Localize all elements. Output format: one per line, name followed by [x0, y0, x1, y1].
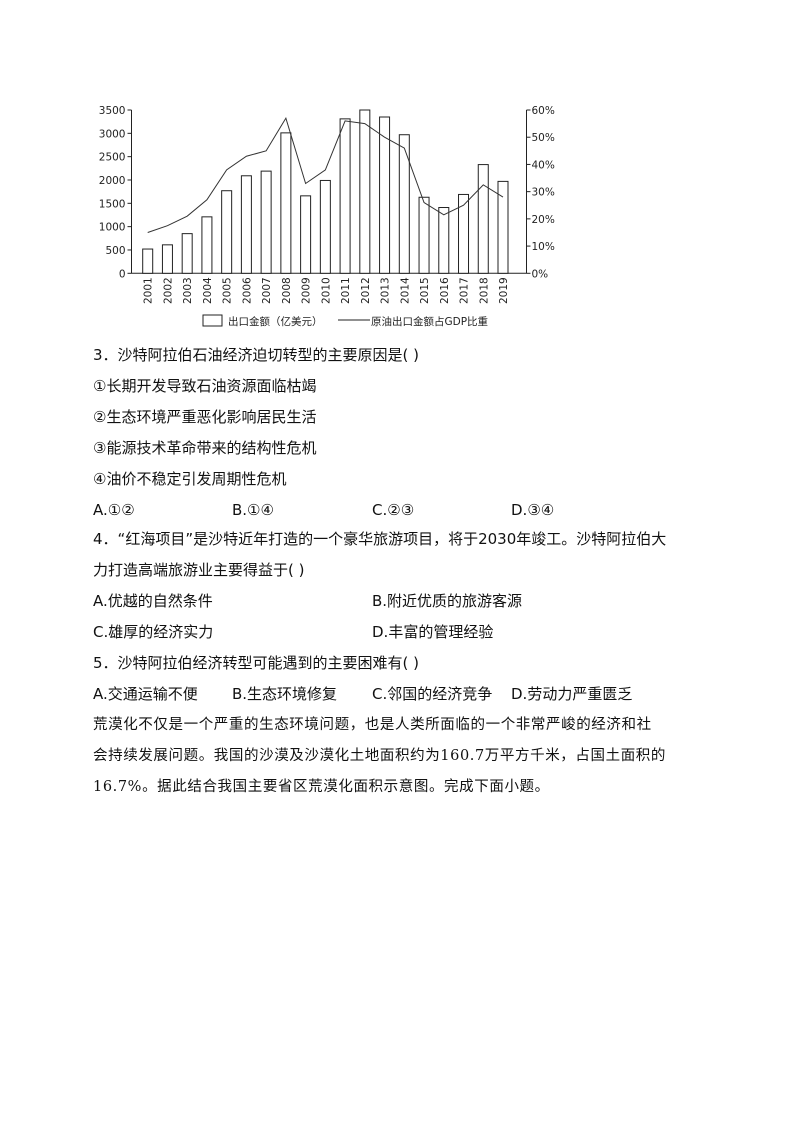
x-tick-label: 2008 — [281, 277, 293, 304]
x-tick-label: 2012 — [360, 277, 372, 304]
q3-option-d: D.③④ — [511, 501, 555, 519]
bar — [418, 196, 430, 274]
bar — [142, 248, 154, 274]
q3-statement-4: ④油价不稳定引发周期性危机 — [93, 470, 287, 488]
x-tick-label: 2018 — [478, 277, 490, 304]
right-tick-label: 40% — [532, 159, 555, 171]
x-tick-label: 2006 — [241, 277, 253, 304]
q4-stem-line2: 力打造高端旅游业主要得益于( ) — [93, 561, 305, 579]
passage-line-2: 会持续发展问题。我国的沙漠及沙漠化土地面积约为160.7万平方千米，占国土面积的 — [93, 748, 667, 764]
q4-option-d: D.丰富的管理经验 — [372, 623, 494, 641]
bar — [181, 233, 193, 274]
q4-option-b: B.附近优质的旅游客源 — [372, 592, 523, 610]
bar — [201, 216, 213, 274]
x-tick-label: 2004 — [202, 277, 214, 304]
left-tick-label: 1500 — [99, 198, 126, 210]
right-tick-label: 0% — [532, 268, 549, 280]
q3-statement-3: ③能源技术革命带来的结构性危机 — [93, 439, 317, 457]
x-tick-label: 2001 — [143, 277, 155, 304]
q4-option-c: C.雄厚的经济实力 — [93, 623, 214, 641]
q5-option-d: D.劳动力严重匮乏 — [511, 685, 633, 703]
x-tick-label: 2013 — [380, 277, 392, 304]
x-tick-label: 2016 — [439, 277, 451, 304]
x-tick-label: 2002 — [162, 277, 174, 304]
legend-bar-swatch — [202, 314, 223, 327]
bar — [398, 134, 410, 274]
left-tick-label: 1000 — [99, 222, 126, 234]
bar — [359, 109, 371, 274]
passage-line-3: 16.7%。据此结合我国主要省区荒漠化面积示意图。完成下面小题。 — [93, 779, 550, 795]
left-tick-label: 2500 — [99, 152, 126, 164]
q5-option-a: A.交通运输不便 — [93, 685, 198, 703]
bar — [379, 116, 391, 274]
x-tick-label: 2019 — [498, 277, 510, 304]
x-tick-label: 2005 — [222, 277, 234, 304]
q3-stem: 3．沙特阿拉伯石油经济迫切转型的主要原因是( ) — [93, 346, 420, 364]
legend-bar-label: 出口金额（亿美元） — [228, 315, 323, 328]
left-tick-label: 2000 — [99, 175, 126, 187]
x-tick-label: 2007 — [261, 277, 273, 304]
x-tick-label: 2015 — [419, 277, 431, 304]
left-tick-label: 3500 — [99, 105, 126, 117]
left-tick-label: 0 — [119, 268, 126, 280]
share-line — [147, 116, 504, 233]
bar — [280, 132, 292, 274]
x-tick-label: 2017 — [459, 277, 471, 304]
q3-statement-1: ①长期开发导致石油资源面临枯竭 — [93, 377, 317, 395]
q5-option-c: C.邻国的经济竞争 — [372, 685, 493, 703]
bar — [339, 118, 351, 274]
bar — [497, 180, 509, 274]
right-tick-label: 10% — [532, 241, 555, 253]
left-tick-label: 3000 — [99, 128, 126, 140]
bar — [477, 164, 489, 274]
q4-option-a: A.优越的自然条件 — [93, 592, 213, 610]
x-tick-label: 2014 — [399, 277, 411, 304]
legend-line-label: 原油出口金额占GDP比重 — [371, 315, 488, 328]
right-tick-label: 60% — [532, 105, 555, 117]
bar — [240, 175, 252, 274]
x-tick-label: 2010 — [320, 277, 332, 304]
bar — [221, 190, 233, 274]
q5-stem: 5．沙特阿拉伯经济转型可能遇到的主要困难有( ) — [93, 654, 420, 672]
bar — [260, 170, 272, 274]
q4-stem-line1: 4．“红海项目”是沙特近年打造的一个豪华旅游项目，将于2030年竣工。沙特阿拉伯… — [93, 530, 667, 548]
right-tick-label: 50% — [532, 132, 555, 144]
right-tick-label: 30% — [532, 187, 555, 199]
q3-option-c: C.②③ — [372, 501, 415, 519]
passage-line-1: 荒漠化不仅是一个严重的生态环境问题，也是人类所面临的一个非常严峻的经济和社 — [93, 717, 652, 733]
bar — [161, 244, 173, 274]
q3-statement-2: ②生态环境严重恶化影响居民生活 — [93, 408, 317, 426]
x-tick-label: 2009 — [301, 277, 313, 304]
x-tick-label: 2003 — [182, 277, 194, 304]
bar — [458, 193, 470, 274]
left-tick-label: 500 — [105, 245, 125, 257]
export-chart: 0 500 1000 1500 2000 2500 3000 3500 0% 10% 20% 30% 4… — [99, 105, 555, 328]
bar — [438, 207, 450, 274]
q3-option-a: A.①② — [93, 501, 135, 519]
right-tick-label: 20% — [532, 214, 555, 226]
q3-option-b: B.①④ — [232, 501, 274, 519]
bar — [300, 195, 312, 274]
x-tick-label: 2011 — [340, 277, 352, 304]
q5-option-b: B.生态环境修复 — [232, 685, 338, 703]
bar — [319, 179, 331, 274]
